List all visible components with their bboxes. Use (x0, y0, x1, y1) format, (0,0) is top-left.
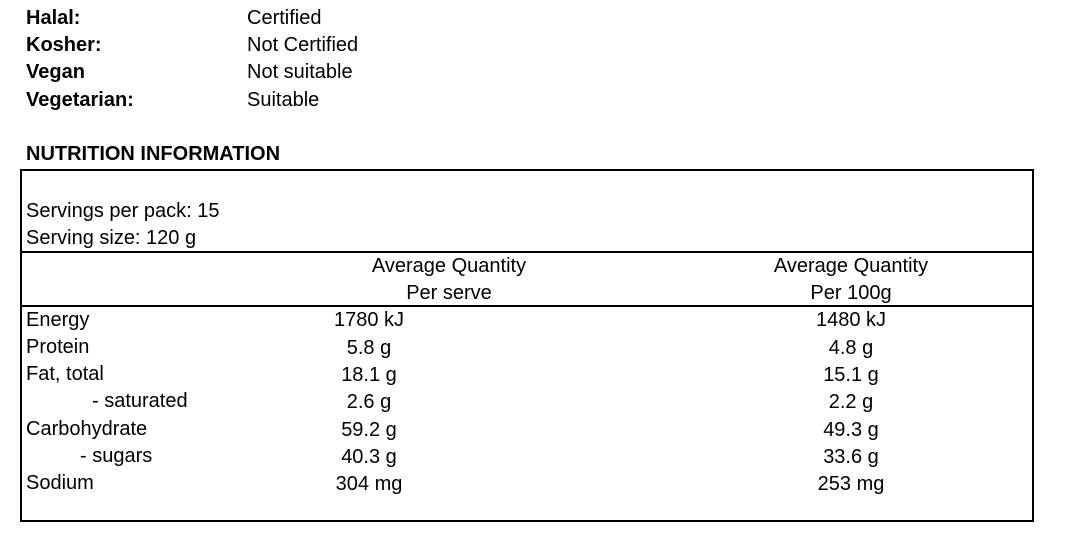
dietary-label: Vegan (26, 61, 85, 83)
per-serve-value: 18.1 g (341, 364, 397, 386)
dietary-value: Not suitable (247, 61, 353, 83)
nutrient-name: Energy (26, 309, 90, 331)
dietary-label: Kosher: (26, 34, 102, 56)
per-100g-value: 253 mg (817, 473, 885, 495)
per-100g-value: 33.6 g (823, 446, 879, 468)
servings-per-pack: Servings per pack: 15 (26, 200, 220, 222)
serving-size: Serving size: 120 g (26, 227, 197, 249)
dietary-label: Vegetarian: (26, 89, 134, 111)
col-per-100g-header-line2: Per 100g (810, 282, 892, 304)
per-serve-value: 59.2 g (341, 419, 397, 441)
nutrient-name: Carbohydrate (26, 418, 148, 440)
nutrition-panel: Servings per pack: 15 Serving size: 120 … (20, 169, 1034, 522)
dietary-row-vegan: Vegan Not suitable (26, 59, 626, 86)
nutrient-name: - saturated (92, 390, 188, 412)
per-serve-value: 40.3 g (341, 446, 397, 468)
dietary-row-halal: Halal: Certified (26, 5, 626, 32)
dietary-value: Certified (247, 7, 322, 29)
dietary-label: Halal: (26, 7, 81, 29)
nutrition-title: NUTRITION INFORMATION (26, 143, 281, 165)
divider (22, 305, 1032, 307)
dietary-row-kosher: Kosher: Not Certified (26, 32, 626, 59)
dietary-value: Suitable (247, 89, 320, 111)
divider (22, 251, 1032, 253)
per-100g-value: 15.1 g (823, 364, 879, 386)
nutrient-name: - sugars (80, 445, 153, 467)
per-serve-value: 304 mg (335, 473, 403, 495)
per-100g-value: 49.3 g (823, 419, 879, 441)
per-100g-value: 4.8 g (828, 337, 874, 359)
col-per-100g-header-line1: Average Quantity (773, 255, 929, 277)
nutrient-name: Protein (26, 336, 90, 358)
col-per-serve-header-line2: Per serve (406, 282, 492, 304)
per-100g-value: 1480 kJ (815, 309, 887, 331)
col-per-serve-header-line1: Average Quantity (371, 255, 527, 277)
per-serve-value: 5.8 g (346, 337, 392, 359)
per-serve-value: 2.6 g (346, 391, 392, 413)
dietary-value: Not Certified (247, 34, 359, 56)
nutrient-name: Fat, total (26, 363, 104, 385)
per-100g-value: 2.2 g (828, 391, 874, 413)
dietary-row-vegetarian: Vegetarian: Suitable (26, 87, 626, 114)
per-serve-value: 1780 kJ (333, 309, 405, 331)
nutrient-name: Sodium (26, 472, 94, 494)
